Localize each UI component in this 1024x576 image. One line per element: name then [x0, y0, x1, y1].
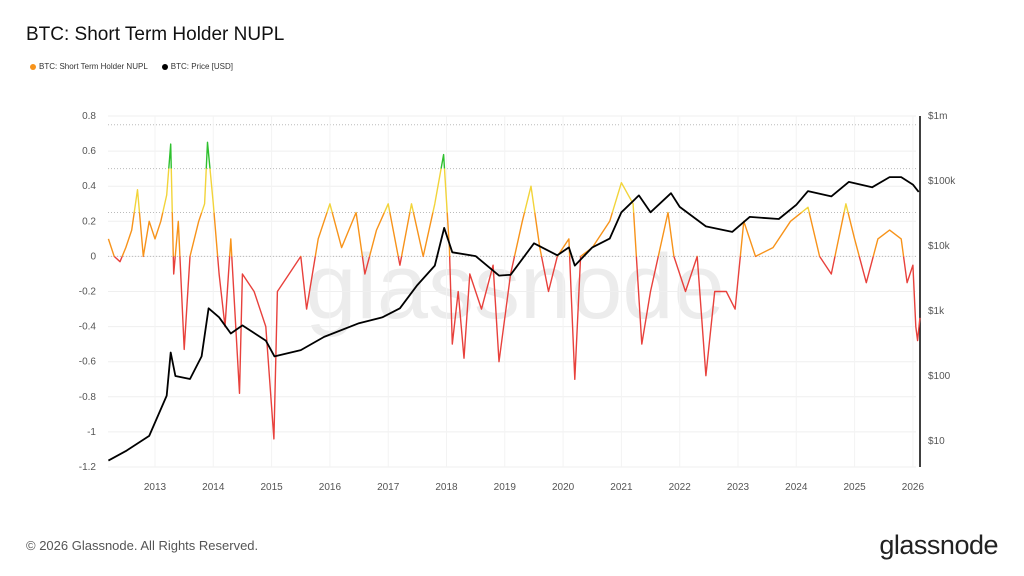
x-tick-label: 2024 [785, 482, 808, 493]
y-left-tick-label: 0.6 [82, 146, 96, 157]
copyright: © 2026 Glassnode. All Rights Reserved. [26, 538, 259, 553]
y-right-tick-label: $10 [928, 436, 945, 447]
y-left-tick-label: 0.2 [82, 216, 96, 227]
series-line-price [107, 176, 920, 462]
x-tick-label: 2013 [144, 482, 167, 493]
y-right-tick-label: $10k [928, 241, 951, 252]
y-left-tick-label: 0.8 [82, 111, 96, 122]
series-line-nupl [107, 141, 921, 440]
legend-label-nupl: BTC: Short Term Holder NUPL [39, 62, 148, 71]
legend: BTC: Short Term Holder NUPL BTC: Price [… [30, 62, 233, 71]
y-left-tick-label: 0 [90, 251, 96, 262]
x-tick-label: 2015 [260, 482, 283, 493]
y-left-tick-label: -0.4 [79, 322, 97, 333]
x-tick-label: 2014 [202, 482, 225, 493]
x-tick-label: 2020 [552, 482, 575, 493]
x-tick-label: 2022 [669, 482, 692, 493]
legend-swatch-price [161, 63, 168, 70]
chart-title: BTC: Short Term Holder NUPL [26, 24, 285, 45]
x-tick-label: 2016 [319, 482, 342, 493]
x-tick-label: 2023 [727, 482, 750, 493]
legend-swatch-nupl [30, 63, 36, 70]
x-tick-label: 2026 [902, 482, 925, 493]
y-left-tick-label: -1 [87, 427, 96, 438]
y-right-tick-label: $1k [928, 306, 945, 317]
brand-logo: glassnode [879, 530, 998, 560]
y-left-tick-label: 0.4 [82, 181, 96, 192]
x-tick-label: 2019 [494, 482, 517, 493]
y-left-tick-label: -0.8 [79, 392, 97, 403]
legend-item-nupl[interactable]: BTC: Short Term Holder NUPL [30, 62, 148, 71]
x-tick-label: 2018 [435, 482, 458, 493]
legend-item-price[interactable]: BTC: Price [USD] [161, 62, 234, 71]
y-left-tick-label: -0.2 [79, 287, 97, 298]
y-left-tick-label: -0.6 [79, 357, 97, 368]
y-left-tick-label: -1.2 [79, 462, 97, 473]
x-tick-label: 2021 [610, 482, 633, 493]
y-right-tick-label: $1m [928, 111, 947, 122]
y-right-tick-label: $100k [928, 176, 956, 187]
y-right-tick-label: $100 [928, 371, 951, 382]
x-tick-label: 2025 [843, 482, 866, 493]
x-tick-label: 2017 [377, 482, 400, 493]
legend-label-price: BTC: Price [USD] [170, 62, 234, 71]
